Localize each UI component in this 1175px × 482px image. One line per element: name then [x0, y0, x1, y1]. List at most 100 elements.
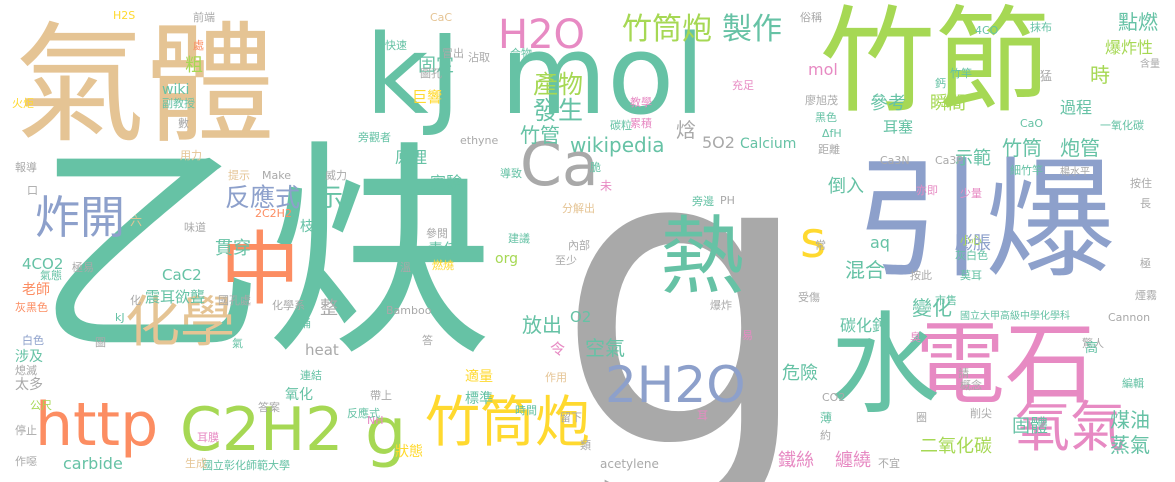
word-fanyingshi-sm: 反應式: [347, 407, 380, 420]
word-acetylene: acetylene: [600, 457, 659, 471]
word-zhuangtai: 狀態: [395, 444, 423, 460]
word-ranshao: 燃燒: [432, 259, 454, 272]
word-cu: 粗: [185, 55, 203, 76]
word-cannon: Cannon: [1108, 311, 1151, 324]
word-qiti: 氣體: [15, 9, 276, 161]
word-anzhu: 按住: [1130, 177, 1152, 190]
word-cac2: CaC2: [162, 266, 202, 284]
word-weili: 威力: [325, 169, 347, 182]
word-yue: 約: [820, 429, 831, 442]
word-chou: 臭: [910, 331, 921, 344]
word-weidao: 味道: [184, 221, 206, 234]
word-eryanghuatan: 二氧化碳: [920, 436, 992, 457]
word-bao-thin: 薄: [820, 411, 833, 425]
word-ling: 令: [550, 340, 566, 358]
word-suchen: 俗稱: [800, 11, 822, 24]
word-ximie: 熄滅: [15, 364, 37, 377]
word-aq: aq: [870, 233, 890, 252]
word-liuxia: 留下: [560, 411, 582, 424]
word-shi: 示: [318, 183, 344, 212]
word-hua: 化: [130, 294, 141, 307]
word-zhishao: 至少: [555, 254, 577, 267]
word-hanliang: 含量: [1140, 59, 1160, 70]
word-ermo: 耳膜: [197, 431, 219, 444]
word-xizhugan: 細竹竿: [1010, 164, 1043, 177]
word-fanyingshi: 反應式: [225, 183, 301, 212]
word-wiki: wiki: [162, 82, 190, 98]
word-cao: CaO: [1020, 117, 1044, 130]
word-tiesi: 鐵絲: [778, 450, 814, 471]
word-jingren: 驚人: [1082, 337, 1104, 350]
word-co2: CO2: [822, 391, 846, 404]
word-kj: kJ: [365, 11, 462, 139]
word-weixian: 危險: [782, 363, 818, 384]
word-nh: NH: [367, 414, 384, 427]
word-leiji: 累積: [630, 117, 652, 130]
word-zheng: 整: [320, 298, 338, 319]
word-fangchu: 放出: [522, 313, 562, 337]
word-buyi: 不宜: [878, 457, 900, 470]
word-guding: 固定: [418, 55, 454, 76]
word-paoguan: 炮管: [1060, 136, 1100, 160]
word-tanhuagai: 碳化鈣: [840, 316, 889, 335]
word-wikipedia: wikipedia: [570, 133, 665, 157]
word-huibaise: 灰白色: [955, 249, 988, 262]
word-http: http: [35, 390, 159, 460]
word-shengcheng: 生成: [185, 457, 207, 470]
word-neibu: 內部: [568, 239, 590, 252]
word-zhong: 中: [220, 223, 300, 316]
word-lianjie: 連結: [300, 369, 322, 382]
word-4co: 4CO: [975, 24, 999, 37]
word-heat: heat: [305, 341, 339, 359]
word-2c2h2: 2C2H2: [255, 207, 292, 220]
word-qitai: 氣態: [40, 269, 62, 282]
word-yangqi: 氧氣: [1015, 395, 1126, 459]
word-dianran: 點燃: [1118, 10, 1158, 34]
word-tanli: 碳粒: [610, 119, 632, 132]
word-yongli: 用力: [180, 149, 202, 162]
word-shijian: 時間: [515, 404, 537, 417]
word-anci: 按此: [910, 269, 932, 282]
word-zeren: 責任: [428, 240, 459, 258]
word-shaoliang: 少量: [960, 187, 982, 200]
word-ca3n: Ca3N: [880, 154, 910, 167]
word-hunhe: 混合: [845, 258, 885, 282]
word-mol-pink: mol: [808, 60, 838, 79]
word-zhuguan: 竹管: [520, 123, 560, 147]
word-pangguanzhe: 旁觀者: [358, 131, 391, 144]
word-zhi: 枝: [300, 219, 314, 235]
word-dfh: ΔfH: [822, 127, 842, 140]
word-da: 答: [422, 334, 433, 347]
word-shiyan: 實驗: [430, 173, 463, 192]
word-gongchi: 公尺: [30, 399, 52, 412]
word-calcium: Calcium: [740, 136, 797, 152]
word-quan: 圈: [916, 411, 927, 424]
word-cac: CaC: [430, 11, 453, 24]
word-zhugan: 竹竿: [950, 67, 972, 80]
word-bianji: 編輯: [1122, 377, 1144, 390]
word-yique: 乙炔: [35, 121, 496, 388]
word-zhenerylong: 震耳欲聾: [145, 288, 206, 306]
word-fasheng: 發生: [533, 96, 584, 125]
word-ethyne: ethyne: [460, 134, 499, 147]
word-ca3p: Ca3P: [935, 154, 964, 167]
word-zhutong: 竹筒: [1002, 136, 1042, 160]
word-ersai: 耳塞: [883, 118, 914, 136]
word-2h2o: 2H2O: [605, 356, 746, 414]
word-kj-sm: kJ: [115, 311, 125, 324]
word-baise: 白色: [22, 334, 44, 347]
word-pengzhang: 膨脹: [955, 233, 991, 254]
word-kou: 口: [27, 184, 38, 197]
word-biaozhun: 標準: [465, 391, 493, 407]
word-jiyi: 極易: [72, 261, 94, 274]
word-guocheng: 過程: [1060, 98, 1093, 117]
word-jiaoxue: 教學: [630, 96, 652, 109]
word-wen: 溫: [400, 261, 411, 274]
word-re: 熱: [660, 208, 746, 307]
word-juxiang: 巨響: [412, 88, 443, 106]
word-changhua-univ: 國立彰化師範大學: [202, 459, 290, 472]
word-tishi: 提示: [228, 169, 250, 182]
word-qi: 氣: [232, 337, 243, 350]
word-yiji: 亦即: [916, 184, 938, 197]
